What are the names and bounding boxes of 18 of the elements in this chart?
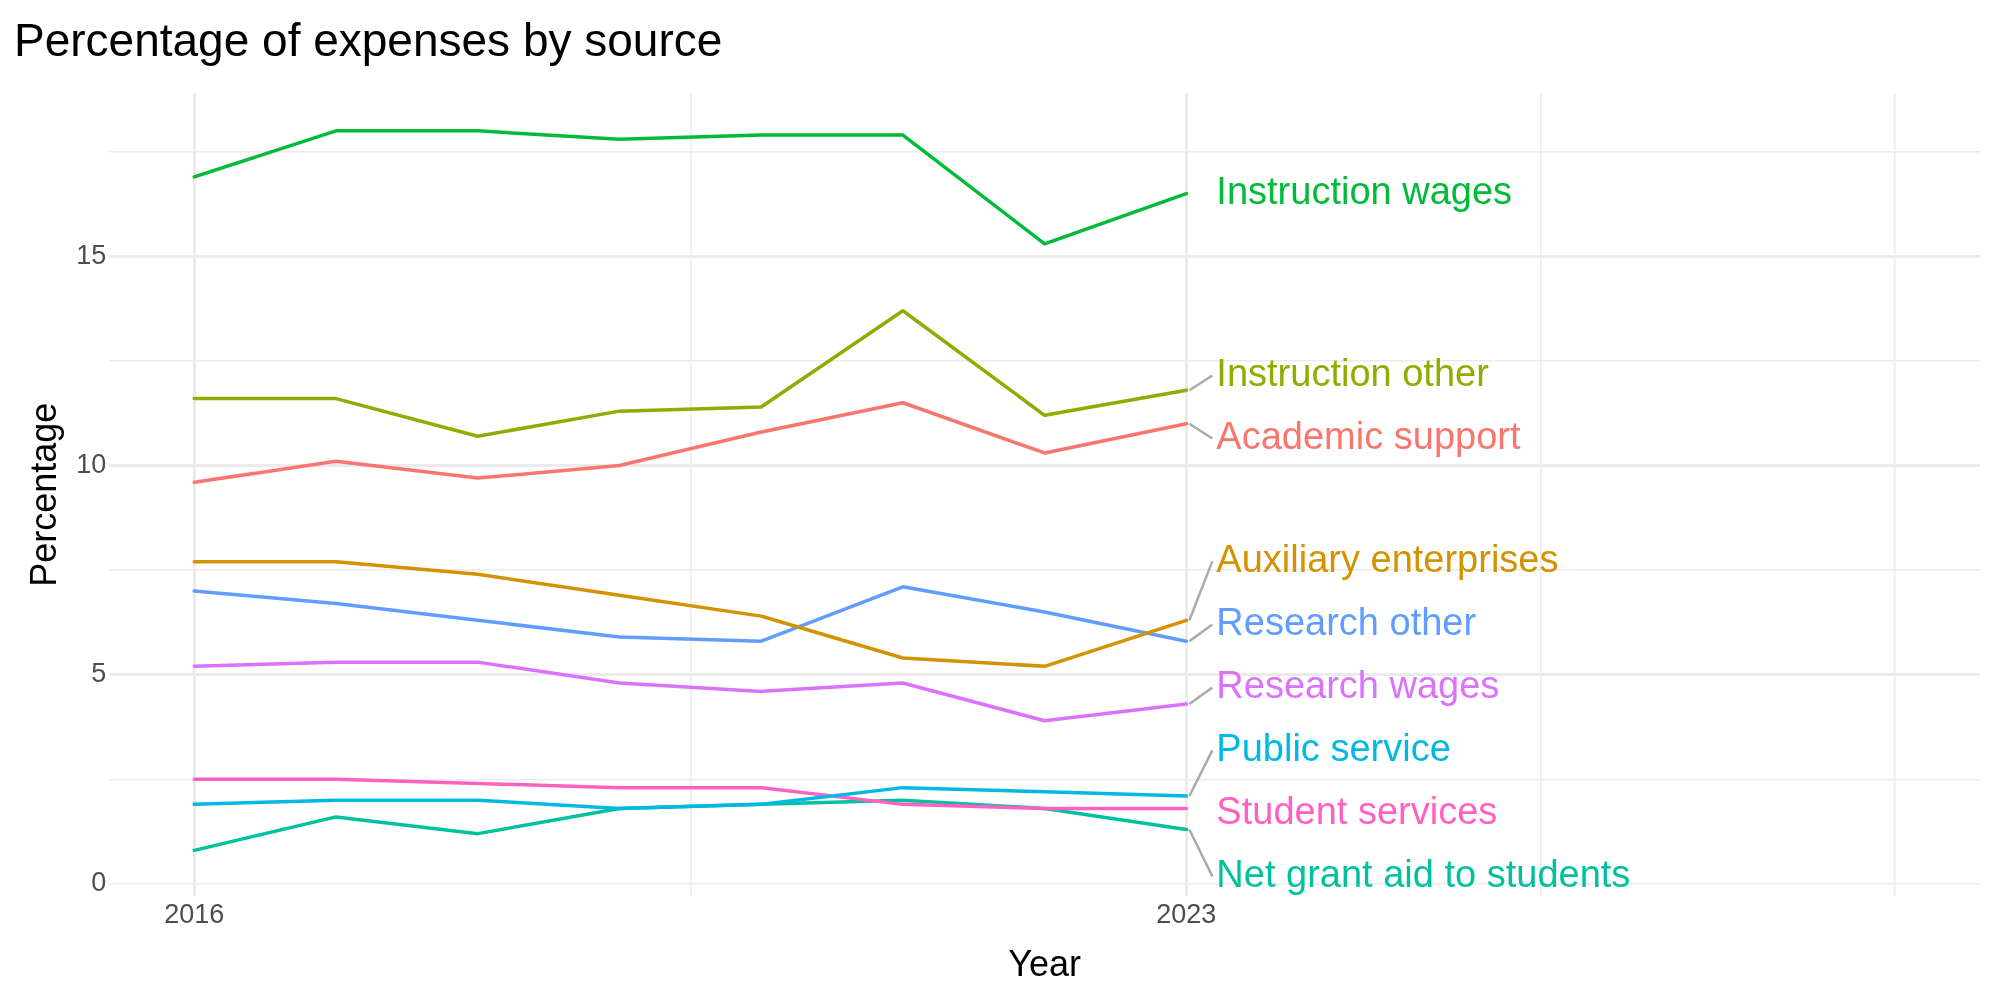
series-label: Auxiliary enterprises bbox=[1216, 537, 1559, 580]
series-label: Academic support bbox=[1216, 414, 1521, 457]
y-tick-label: 0 bbox=[91, 867, 107, 898]
y-tick-label: 5 bbox=[91, 658, 107, 689]
series-label: Student services bbox=[1216, 789, 1498, 832]
x-tick-label: 2016 bbox=[164, 899, 225, 930]
series-label: Research other bbox=[1216, 600, 1477, 643]
x-axis-title: Year bbox=[1008, 943, 1081, 985]
series-label: Public service bbox=[1216, 726, 1451, 769]
y-axis-title: Percentage bbox=[22, 402, 64, 587]
x-tick-label: 2023 bbox=[1156, 899, 1217, 930]
series-label: Instruction wages bbox=[1216, 170, 1513, 213]
series-label: Research wages bbox=[1216, 663, 1500, 706]
series-label: Net grant aid to students bbox=[1216, 852, 1631, 895]
y-tick-label: 10 bbox=[76, 448, 107, 479]
y-tick-label: 15 bbox=[76, 239, 107, 270]
chart-title: Percentage of expenses by source bbox=[14, 14, 723, 67]
series-label: Instruction other bbox=[1216, 351, 1490, 394]
